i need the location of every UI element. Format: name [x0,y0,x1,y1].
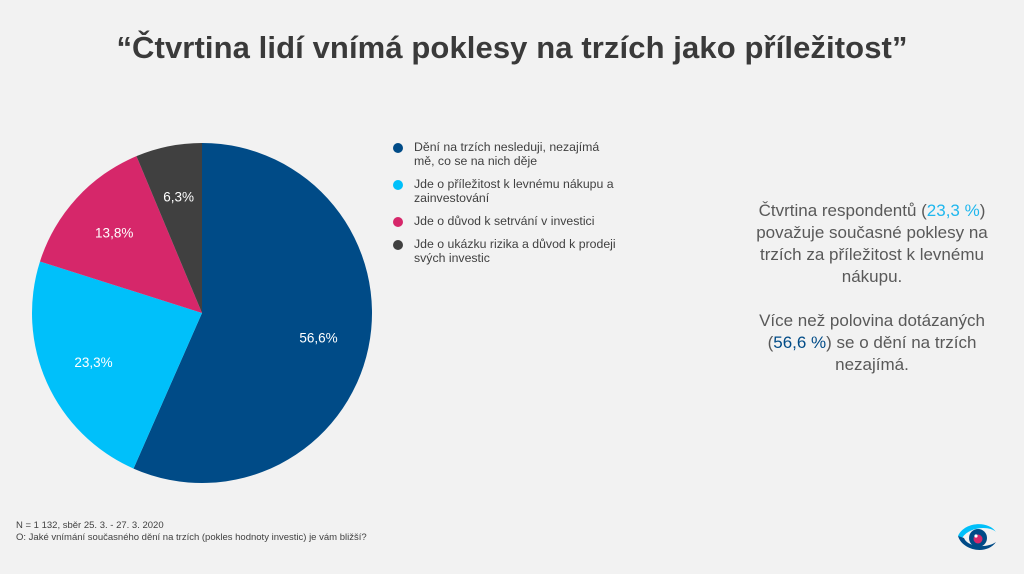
page-title: “Čtvrtina lidí vnímá poklesy na trzích j… [116,30,908,65]
legend-item-4: Jde o ukázku rizika a důvod k prodeji sv… [393,237,623,265]
pie-slice-2 [31,261,202,469]
summary-1-highlight: 23,3 % [926,201,980,220]
legend-label: Jde o příležitost k levnému nákupu a zai… [414,177,614,205]
pie-slices [31,143,373,483]
legend-label: Jde o ukázku rizika a důvod k prodeji sv… [414,237,616,265]
legend-swatch [393,217,403,227]
summary-2-text-a: Více než polovina dotázaných ( [759,311,985,352]
legend-item-1: Dění na trzích nesleduji, nezajímá mě, c… [393,140,623,168]
summary-1-text-a: Čtvrtina respondentů ( [758,201,927,220]
pie-slice-3 [39,156,202,313]
legend-item-3: Jde o důvod k setrvání v investici [393,214,623,228]
footnote-sample: N = 1 132, sběr 25. 3. - 27. 3. 2020 [16,520,164,531]
pie-slice-4 [136,143,202,313]
summary-paragraph-1: Čtvrtina respondentů (23,3 %) považuje s… [742,200,1002,288]
pie-slice-labels: 56,6% 23,3% 13,8% 6,3% [74,189,337,370]
pie-slice-label-3: 13,8% [95,226,133,241]
footnote: N = 1 132, sběr 25. 3. - 27. 3. 2020 O: … [16,520,367,544]
summary-2-text-b: ) se o dění na trzích nezajímá. [826,333,977,374]
legend-swatch [393,180,403,190]
pie-slice-1 [133,143,373,483]
eye-logo-icon [958,524,996,550]
legend-swatch [393,143,403,153]
summary-2-highlight: 56,6 % [773,333,827,352]
legend-item-2: Jde o příležitost k levnému nákupu a zai… [393,177,623,205]
legend-label: Dění na trzích nesleduji, nezajímá mě, c… [414,140,600,168]
summary-1-text-b: ) považuje současné poklesy na trzích za… [756,201,988,286]
pie-slice-label-1: 56,6% [299,331,337,346]
summary-text: Čtvrtina respondentů (23,3 %) považuje s… [742,200,1002,376]
pie-slice-label-4: 6,3% [163,189,194,204]
legend: Dění na trzích nesleduji, nezajímá mě, c… [393,140,623,274]
pie-slice-label-2: 23,3% [74,355,112,370]
summary-paragraph-2: Více než polovina dotázaných (56,6 %) se… [742,310,1002,376]
legend-swatch [393,240,403,250]
footnote-question: O: Jaké vnímání současného dění na trzíc… [16,532,367,543]
legend-label: Jde o důvod k setrvání v investici [414,214,595,228]
